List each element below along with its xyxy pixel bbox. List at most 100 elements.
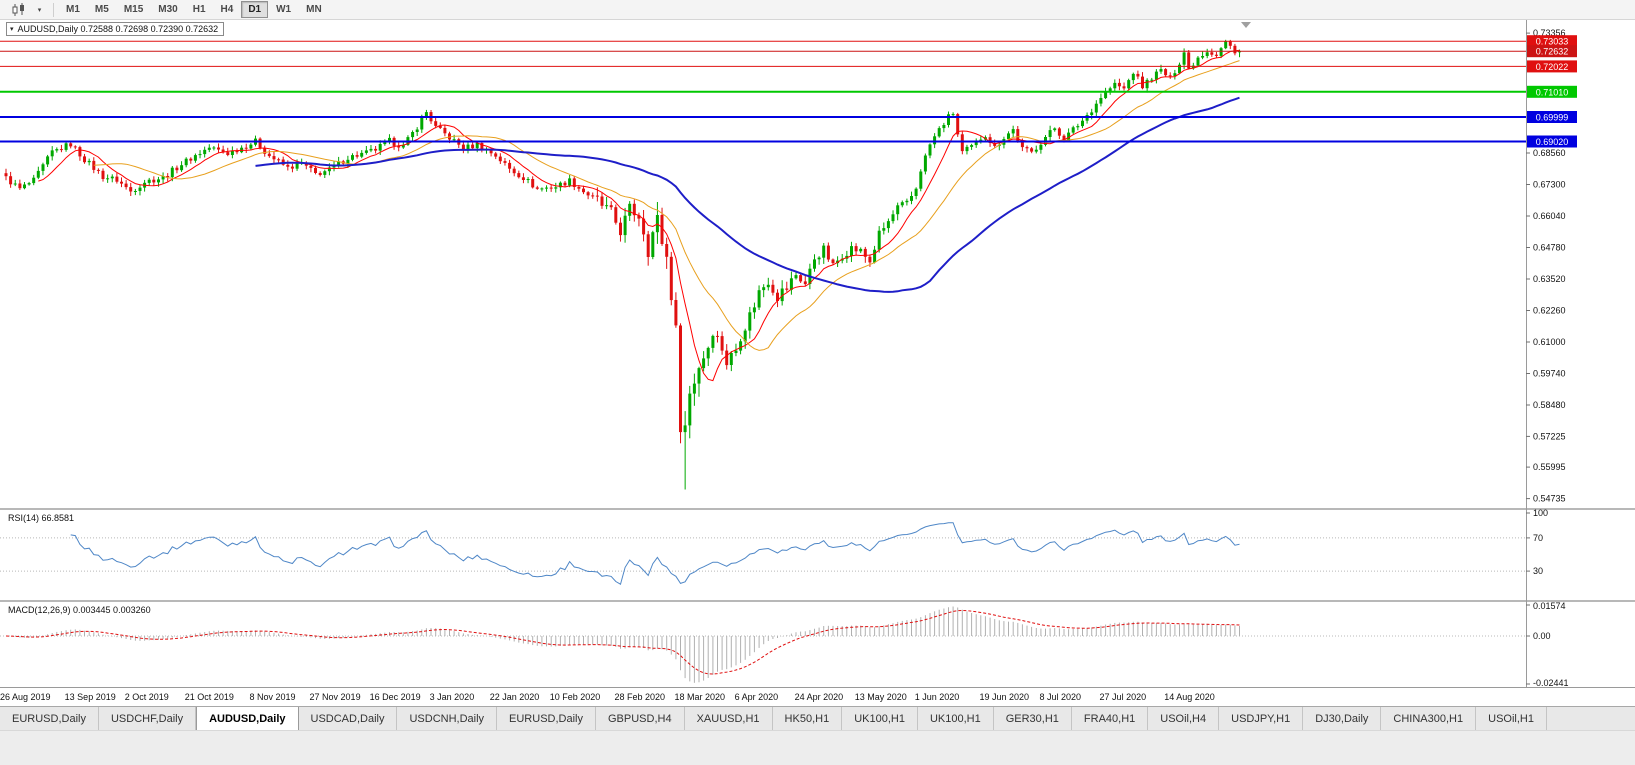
rsi-pane[interactable]: [0, 522, 1526, 585]
price-label-box: [1527, 135, 1577, 148]
rsi-axis-tick: 70: [1533, 533, 1543, 543]
timeframe-button-H1[interactable]: H1: [192, 4, 206, 15]
x-axis-label: 27 Nov 2019: [310, 692, 361, 702]
price-axis-tick: 0.62260: [1533, 306, 1566, 316]
rsi-line: [70, 522, 1240, 585]
chart-tab-UK100-H1[interactable]: UK100,H1: [842, 707, 918, 730]
macd-axis-tick: 0.00: [1533, 631, 1551, 641]
price-axis-tick: 0.55995: [1533, 462, 1566, 472]
price-label-text: 0.71010: [1536, 87, 1569, 97]
timeframe-button-MN[interactable]: MN: [306, 4, 322, 15]
chart-tab-CHINA300-H1[interactable]: CHINA300,H1: [1381, 707, 1477, 730]
timeframe-button-W1[interactable]: W1: [276, 4, 292, 15]
chart-tab-USOil-H1[interactable]: USOil,H1: [1476, 707, 1547, 730]
price-axis-tick: 0.67300: [1533, 180, 1566, 190]
x-axis-label: 14 Aug 2020: [1164, 692, 1215, 702]
price-label-box: [1527, 111, 1577, 123]
price-axis-tick: 0.66040: [1533, 211, 1566, 221]
chart-shift-marker-icon[interactable]: [1241, 22, 1251, 28]
chart-tab-EURUSD-Daily[interactable]: EURUSD,Daily: [0, 707, 99, 730]
price-axis-tick: 0.54735: [1533, 494, 1566, 504]
chart-tab-DJ30-Daily[interactable]: DJ30,Daily: [1303, 707, 1382, 730]
chart-type-dropdown-arrow[interactable]: ▾: [37, 6, 42, 14]
chart-tab-AUDUSD-Daily[interactable]: AUDUSD,Daily: [196, 707, 299, 730]
x-axis-label: 21 Oct 2019: [185, 692, 234, 702]
pane-splitter-rsi[interactable]: [0, 508, 1635, 510]
x-axis-label: 1 Jun 2020: [915, 692, 960, 702]
chart-tab-HK50-H1[interactable]: HK50,H1: [773, 707, 843, 730]
rsi-axis-tick: 30: [1533, 566, 1543, 576]
chart-tab-USDCAD-Daily[interactable]: USDCAD,Daily: [299, 707, 398, 730]
chart-ohlc-title: AUDUSD,Daily 0.72588 0.72698 0.72390 0.7…: [17, 24, 219, 34]
price-axis-tick: 0.68560: [1533, 148, 1566, 158]
rsi-axis-tick: 100: [1533, 508, 1548, 518]
x-axis-label: 27 Jul 2020: [1100, 692, 1147, 702]
chart-tabs-bar: EURUSD,Daily USDCHF,Daily AUDUSD,Daily USDC…: [0, 706, 1635, 730]
price-label-box: [1527, 45, 1577, 58]
chart-tab-GBPUSD-H4[interactable]: GBPUSD,H4: [596, 707, 685, 730]
macd-axis-tick: -0.02441: [1533, 678, 1569, 688]
price-axis-tick: 0.57225: [1533, 431, 1566, 441]
pane-splitter-macd[interactable]: [0, 600, 1635, 602]
price-axis-tick: 0.73356: [1533, 28, 1566, 38]
chart-type-button[interactable]: [5, 1, 31, 19]
candlestick-chart-icon: [12, 2, 24, 16]
x-axis-label: 13 May 2020: [855, 692, 907, 702]
timeframe-button-D1[interactable]: D1: [241, 1, 269, 18]
chart-canvas[interactable]: 0.73356 0.68560 0.67300 0.66040 0.64780 0.635…: [0, 20, 1635, 706]
time-axis[interactable]: 26 Aug 2019 13 Sep 2019 2 Oct 2019 21 Oct 2…: [0, 692, 1215, 702]
price-label-text: 0.72632: [1536, 47, 1569, 57]
x-axis-label: 8 Nov 2019: [249, 692, 295, 702]
price-label-box: [1527, 85, 1577, 98]
ma-slow-line: [255, 96, 1240, 293]
price-axis-tick: 0.59740: [1533, 369, 1566, 379]
chart-tab-USOil-H4[interactable]: USOil,H4: [1148, 707, 1220, 730]
price-label-text: 0.69999: [1536, 113, 1569, 123]
periodicity-toolbar: ▾ M1 M5 M15 M30 H1 H4 D1 W1 MN: [0, 0, 1635, 20]
chart-tab-XAUUSD-H1[interactable]: XAUUSD,H1: [685, 707, 773, 730]
price-label-text: 0.72022: [1536, 62, 1569, 72]
x-axis-label: 13 Sep 2019: [65, 692, 116, 702]
x-axis-label: 10 Feb 2020: [550, 692, 601, 702]
x-axis-label: 8 Jul 2020: [1040, 692, 1082, 702]
one-click-trading-arrow-icon[interactable]: ▾: [10, 25, 14, 33]
timeframe-button-M1[interactable]: M1: [66, 4, 80, 15]
chart-tab-USDCNH-Daily[interactable]: USDCNH,Daily: [397, 707, 498, 730]
x-axis-label: 16 Dec 2019: [370, 692, 421, 702]
main-chart-plot[interactable]: [4, 39, 1242, 490]
x-axis-label: 24 Apr 2020: [795, 692, 844, 702]
price-axis[interactable]: 0.73356 0.68560 0.67300 0.66040 0.64780 0.635…: [1526, 28, 1577, 688]
x-axis-label: 26 Aug 2019: [0, 692, 51, 702]
chart-tab-UK100-H1[interactable]: UK100,H1: [918, 707, 994, 730]
timeframe-button-M30[interactable]: M30: [158, 4, 178, 15]
price-label-box: [1527, 60, 1577, 73]
x-axis-label: 2 Oct 2019: [125, 692, 169, 702]
x-axis-label: 22 Jan 2020: [490, 692, 540, 702]
macd-indicator-label: MACD(12,26,9) 0.003445 0.003260: [8, 605, 151, 615]
chart-title-box[interactable]: ▾ AUDUSD,Daily 0.72588 0.72698 0.72390 0…: [6, 22, 225, 36]
x-axis-label: 18 Mar 2020: [675, 692, 726, 702]
price-label-text: 0.69020: [1536, 137, 1569, 147]
price-axis-tick: 0.58480: [1533, 400, 1566, 410]
chart-tab-GER30-H1[interactable]: GER30,H1: [994, 707, 1072, 730]
bottom-filler: [0, 730, 1635, 765]
price-axis-tick: 0.64780: [1533, 243, 1566, 253]
chart-tab-USDJPY-H1[interactable]: USDJPY,H1: [1219, 707, 1304, 730]
rsi-indicator-label: RSI(14) 66.8581: [8, 513, 75, 523]
chart-tab-USDCHF-Daily[interactable]: USDCHF,Daily: [99, 707, 197, 730]
timeframe-button-M5[interactable]: M5: [94, 4, 109, 15]
x-axis-label: 6 Apr 2020: [735, 692, 779, 702]
timeframe-button-H4[interactable]: H4: [220, 4, 234, 15]
chart-tab-FRA40-H1[interactable]: FRA40,H1: [1072, 707, 1149, 730]
ma-mid-line: [93, 60, 1240, 351]
timeframe-button-M15[interactable]: M15: [123, 4, 144, 15]
price-axis-tick: 0.61000: [1533, 337, 1566, 347]
price-label-text: 0.73033: [1536, 37, 1569, 47]
macd-pane[interactable]: [0, 606, 1526, 683]
chart-tab-EURUSD-Daily[interactable]: EURUSD,Daily: [497, 707, 596, 730]
ma-fast-line: [38, 49, 1240, 382]
price-axis-tick: 0.63520: [1533, 274, 1566, 284]
toolbar-separator: [53, 2, 54, 17]
x-axis-label: 28 Feb 2020: [614, 692, 665, 702]
